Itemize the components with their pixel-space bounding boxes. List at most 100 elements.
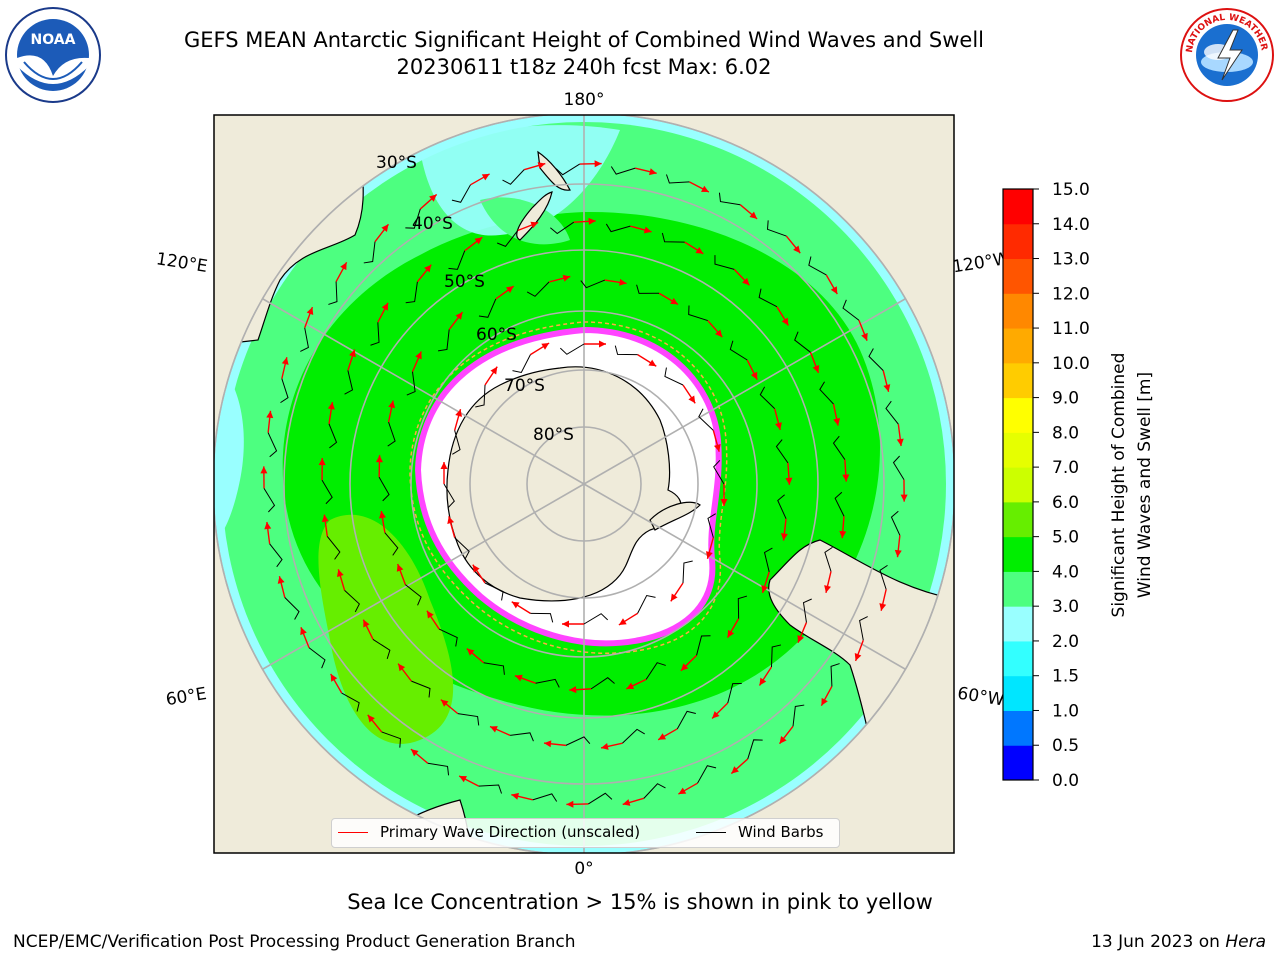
wave-arrow-head <box>490 366 498 375</box>
wave-arrow-head <box>861 332 868 341</box>
wind-barb <box>378 476 390 502</box>
colorbar-tick-label: 0.0 <box>1052 771 1079 791</box>
colorbar-swatch <box>1003 328 1033 364</box>
wave-arrow-head <box>455 409 463 417</box>
colorbar-swatch <box>1003 362 1033 399</box>
wave-arrow-head <box>619 278 627 286</box>
wind-barb <box>269 543 283 568</box>
new-zealand-land <box>537 150 571 191</box>
wave-arrow-head <box>340 262 347 271</box>
colorbar-tick-label: 4.0 <box>1052 562 1079 582</box>
lon-label-120e: 120°E <box>155 249 209 277</box>
wave-arrow-head <box>426 610 434 619</box>
vector-field <box>260 160 908 808</box>
lon-label-60e: 60°E <box>164 684 208 710</box>
colorbar-swatch <box>1003 432 1033 468</box>
colorbar-label-line2: Wind Waves and Swell [m] <box>1135 372 1155 598</box>
wind-barb <box>284 597 300 620</box>
wind-barb <box>892 455 905 480</box>
legend-item-wind: Wind Barbs <box>696 823 823 841</box>
wave-arrow-head <box>883 384 891 392</box>
wave-arrow-head <box>812 365 820 373</box>
wind-barb <box>802 598 812 623</box>
wave-arrow-head <box>277 576 285 584</box>
wind-barb <box>555 163 580 176</box>
wind-barb <box>775 439 789 464</box>
chart-subtitle: 20230611 t18z 240h fcst Max: 6.02 <box>396 55 772 79</box>
wave-arrow-head <box>455 312 463 320</box>
wind-barb <box>263 488 276 513</box>
wave-arrow-head <box>398 663 406 672</box>
wave-arrow-head <box>896 438 904 446</box>
wind-barb <box>792 704 805 727</box>
wind-barb <box>451 184 471 203</box>
colorbar-swatch <box>1003 745 1033 781</box>
wave-arrow-head <box>780 533 788 541</box>
wave-arrow-head <box>622 799 631 806</box>
wind-barb <box>280 378 289 404</box>
legend-wave-label: Primary Wave Direction (unscaled) <box>380 823 641 841</box>
wave-arrow-head <box>618 618 627 625</box>
wind-barb <box>697 765 717 784</box>
wave-arrow-head <box>670 297 679 305</box>
wave-arrow-head <box>321 514 329 523</box>
colorbar-tick-label: 1.0 <box>1052 701 1079 721</box>
wind-barb <box>326 536 341 560</box>
wind-barb <box>718 192 741 206</box>
wave-arrow-head <box>713 443 721 452</box>
colorbar <box>1003 189 1033 781</box>
colorbar-swatch <box>1003 571 1033 607</box>
wave-arrow-head <box>481 173 490 181</box>
colorbar-tick-label: 11.0 <box>1052 319 1090 339</box>
wind-barb <box>448 250 466 270</box>
wind-barb <box>729 340 748 361</box>
wind-barb <box>496 230 519 247</box>
wind-barb <box>661 232 685 243</box>
wind-barb <box>478 298 497 318</box>
wind-barb <box>550 221 575 235</box>
wave-arrow-head <box>318 458 326 466</box>
wave-arrow-head <box>562 274 571 282</box>
wind-barb <box>512 354 531 374</box>
wave-arrow-head <box>566 800 574 808</box>
wind-barb <box>614 345 638 356</box>
wave-arrow-head <box>705 551 713 559</box>
wave-arrow-head <box>511 601 520 609</box>
wave-arrow-head <box>588 217 596 225</box>
wave-arrow-head <box>797 634 804 643</box>
wave-arrow-head <box>775 422 782 430</box>
wave-arrow-head <box>658 733 667 740</box>
ocean-field-light-cyan-fan <box>420 125 620 236</box>
wind-barb <box>580 279 606 289</box>
wave-arrow-head <box>266 410 274 419</box>
wind-barb <box>405 208 421 229</box>
colorbar-swatch <box>1003 640 1033 677</box>
wind-barb <box>457 713 480 726</box>
wind-barb <box>454 537 470 560</box>
wave-arrow-head <box>842 474 850 482</box>
wind-barb <box>452 430 461 455</box>
wind-barb <box>535 678 560 688</box>
wind-barb <box>610 166 636 175</box>
wind-barb <box>502 169 525 185</box>
wave-arrow-head <box>424 264 432 273</box>
wave-arrow-head <box>601 743 609 750</box>
colorbar-tick-label: 8.0 <box>1052 423 1079 443</box>
lon-label-60w: 60°W <box>956 684 1006 711</box>
wind-barb <box>411 680 431 698</box>
wave-arrow-head <box>793 245 801 254</box>
wave-arrow-head <box>879 603 887 611</box>
wind-barb <box>328 423 338 449</box>
wind-barb <box>645 662 666 680</box>
wind-barb <box>427 762 450 776</box>
colorbar-swatch <box>1003 606 1033 642</box>
wind-barb <box>308 647 326 669</box>
colorbar-tick-label: 5.0 <box>1052 528 1079 548</box>
wave-arrow-head <box>327 402 335 410</box>
wave-arrow-head <box>720 499 728 506</box>
wave-arrow-head <box>300 627 307 636</box>
ocean-field-5-6m <box>318 514 454 744</box>
wind-barb <box>834 491 845 517</box>
wave-arrow-head <box>779 736 787 744</box>
wave-arrow-head <box>378 510 386 519</box>
